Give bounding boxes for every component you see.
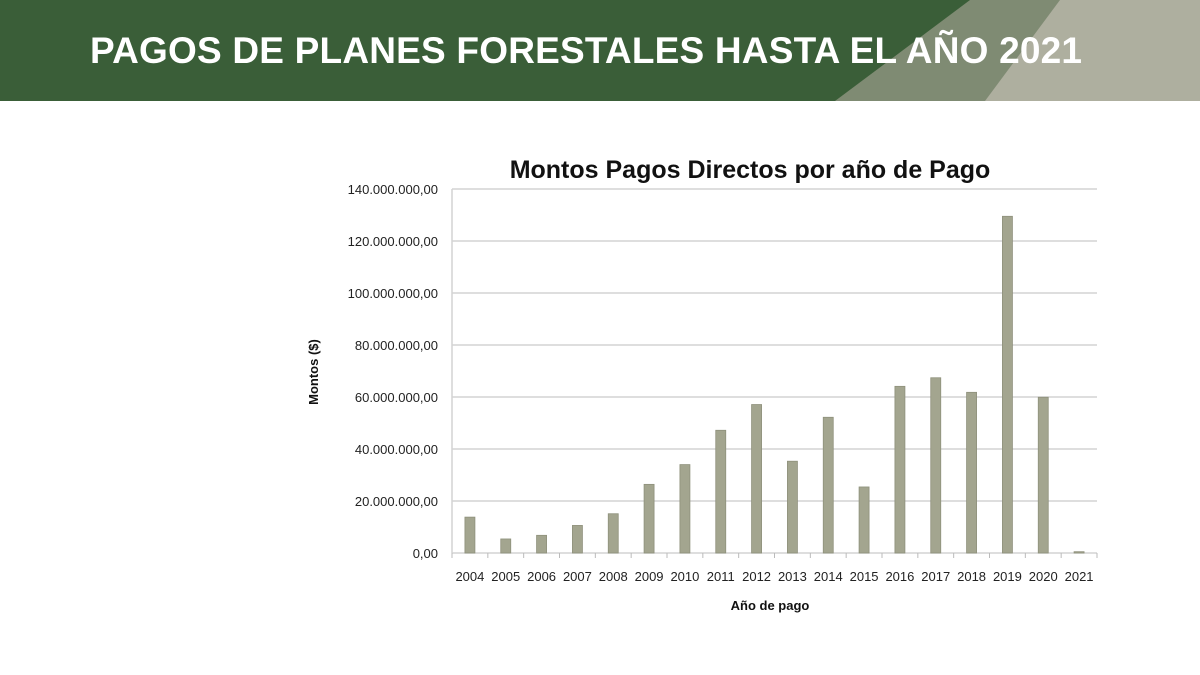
x-tick-label: 2009 [635,569,664,584]
x-tick-label: 2010 [670,569,699,584]
bar-2019 [1002,215,1013,554]
x-tick-label: 2014 [814,569,843,584]
bar-2004 [464,516,476,554]
bar-2006 [536,534,547,554]
bar-2010 [679,464,691,554]
y-tick-label: 120.000.000,00 [348,234,438,249]
y-axis-label: Montos ($) [306,339,321,405]
x-tick-label: 2005 [491,569,520,584]
bar-2016 [894,385,906,554]
x-tick-label: 2015 [850,569,879,584]
slide-title: PAGOS DE PLANES FORESTALES HASTA EL AÑO … [90,30,1083,71]
x-tick-label: 2019 [993,569,1022,584]
x-axis-label: Año de pago [731,598,810,613]
y-tick-label: 100.000.000,00 [348,286,438,301]
bar-2008 [607,513,619,554]
y-tick-label: 20.000.000,00 [355,494,438,509]
bar-2018 [966,391,977,554]
bar-2020 [1037,396,1049,554]
y-tick-label: 0,00 [413,546,438,561]
x-tick-label: 2008 [599,569,628,584]
bar-2012 [751,404,762,554]
y-tick-label: 140.000.000,00 [348,182,438,197]
bar-2005 [500,538,512,554]
x-tick-label: 2012 [742,569,771,584]
bar-2013 [787,460,798,554]
y-tick-label: 40.000.000,00 [355,442,438,457]
y-tick-label: 80.000.000,00 [355,338,438,353]
x-tick-label: 2018 [957,569,986,584]
bar-2014 [822,416,834,554]
bar-2007 [572,525,583,554]
header-banner [0,0,1200,101]
x-tick-label: 2017 [921,569,950,584]
bar-2015 [858,486,870,554]
x-tick-label: 2021 [1065,569,1094,584]
y-tick-label: 60.000.000,00 [355,390,438,405]
chart-title: Montos Pagos Directos por año de Pago [510,156,991,184]
x-tick-label: 2016 [885,569,914,584]
bar-2021 [1073,551,1085,554]
bar-2009 [643,483,655,554]
x-tick-label: 2020 [1029,569,1058,584]
x-tick-label: 2004 [455,569,484,584]
x-tick-label: 2013 [778,569,807,584]
x-tick-label: 2011 [707,569,735,584]
x-tick-label: 2006 [527,569,556,584]
x-tick-label: 2007 [563,569,592,584]
banner-dark-band [0,0,970,101]
bar-2011 [715,429,727,554]
bar-2017 [930,377,942,554]
